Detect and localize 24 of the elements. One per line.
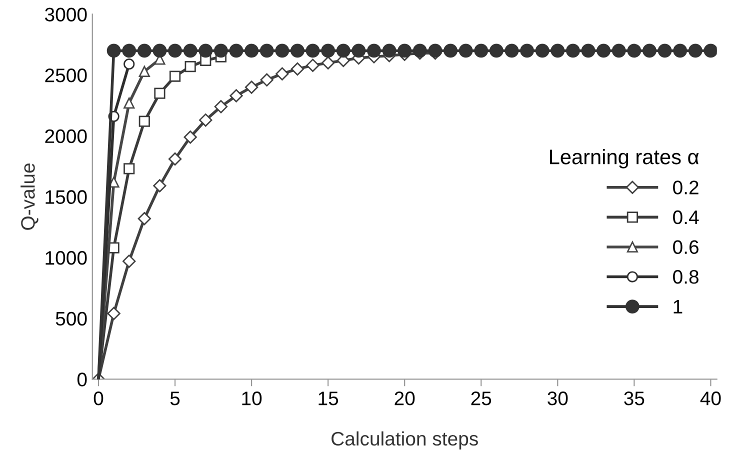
y-tick-label: 0 xyxy=(77,372,87,386)
x-axis-title: Calculation steps xyxy=(332,431,478,450)
y-tick-label: 3000 xyxy=(45,8,87,22)
legend-label: 0.6 xyxy=(673,240,698,254)
x-tick-label: 35 xyxy=(624,392,644,406)
x-tick-label: 15 xyxy=(318,392,338,406)
y-tick-label: 2500 xyxy=(45,68,87,82)
legend-title: Learning rates α xyxy=(550,149,699,168)
legend-label: 0.4 xyxy=(673,210,699,224)
x-tick-label: 5 xyxy=(170,392,180,406)
x-tick-label: 10 xyxy=(242,392,262,406)
y-axis-title: Q-value xyxy=(20,164,38,230)
x-tick-label: 0 xyxy=(94,392,104,406)
y-tick-label: 2000 xyxy=(45,129,87,144)
x-tick-label: 25 xyxy=(471,392,492,406)
x-tick-label: 30 xyxy=(548,392,568,406)
legend-label: 0.2 xyxy=(673,180,698,194)
y-tick-label: 1500 xyxy=(46,190,87,204)
legend-label: 0.8 xyxy=(673,270,698,284)
y-tick-label: 500 xyxy=(56,312,87,326)
y-tick-label: 1000 xyxy=(46,251,87,265)
legend-label: 1 xyxy=(674,300,682,314)
x-tick-label: 20 xyxy=(394,392,415,406)
x-tick-label: 40 xyxy=(700,392,721,406)
